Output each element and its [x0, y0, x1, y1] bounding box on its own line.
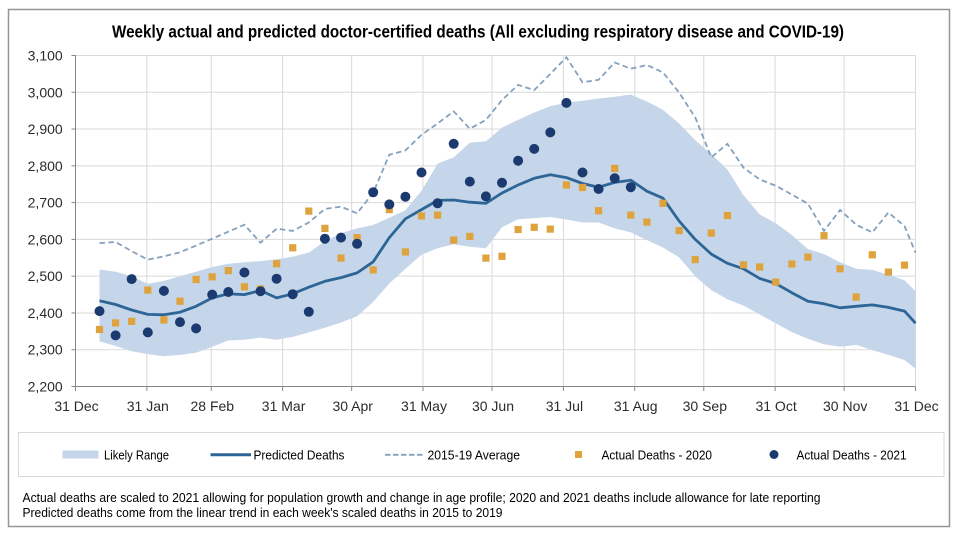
- svg-text:31 Dec: 31 Dec: [54, 398, 98, 414]
- svg-text:31 Oct: 31 Oct: [755, 398, 796, 414]
- svg-text:Weekly actual and predicted do: Weekly actual and predicted doctor-certi…: [112, 22, 844, 42]
- svg-text:31 Dec: 31 Dec: [894, 398, 938, 414]
- svg-text:Actual Deaths - 2021: Actual Deaths - 2021: [797, 448, 907, 463]
- svg-text:31 Jan: 31 Jan: [127, 398, 169, 414]
- svg-text:31 Aug: 31 Aug: [614, 398, 658, 414]
- svg-text:Predicted Deaths: Predicted Deaths: [254, 448, 345, 463]
- svg-text:30 Sep: 30 Sep: [683, 398, 728, 414]
- svg-text:31 May: 31 May: [401, 398, 447, 414]
- svg-text:2,900: 2,900: [28, 121, 63, 137]
- svg-text:31 Mar: 31 Mar: [262, 398, 306, 414]
- svg-text:Actual Deaths - 2020: Actual Deaths - 2020: [602, 448, 713, 463]
- svg-text:2,700: 2,700: [28, 195, 63, 211]
- svg-text:30 Jun: 30 Jun: [472, 398, 514, 414]
- svg-text:2,800: 2,800: [28, 158, 63, 174]
- svg-text:3,100: 3,100: [28, 48, 63, 64]
- svg-text:30 Apr: 30 Apr: [332, 398, 373, 414]
- svg-text:2,400: 2,400: [28, 305, 63, 321]
- svg-text:2015-19 Average: 2015-19 Average: [428, 448, 521, 463]
- svg-text:2,600: 2,600: [28, 231, 63, 247]
- svg-text:30 Nov: 30 Nov: [823, 398, 867, 414]
- svg-text:31 Jul: 31 Jul: [546, 398, 583, 414]
- svg-text:Actual deaths are scaled to 20: Actual deaths are scaled to 2021 allowin…: [23, 490, 821, 505]
- svg-text:2,500: 2,500: [28, 268, 63, 284]
- svg-text:2,300: 2,300: [28, 342, 63, 358]
- svg-text:2,200: 2,200: [28, 379, 63, 395]
- svg-text:Likely Range: Likely Range: [104, 448, 169, 463]
- svg-text:3,000: 3,000: [28, 84, 63, 100]
- svg-text:Predicted deaths come from the: Predicted deaths come from the linear tr…: [23, 505, 503, 520]
- svg-text:28 Feb: 28 Feb: [191, 398, 235, 414]
